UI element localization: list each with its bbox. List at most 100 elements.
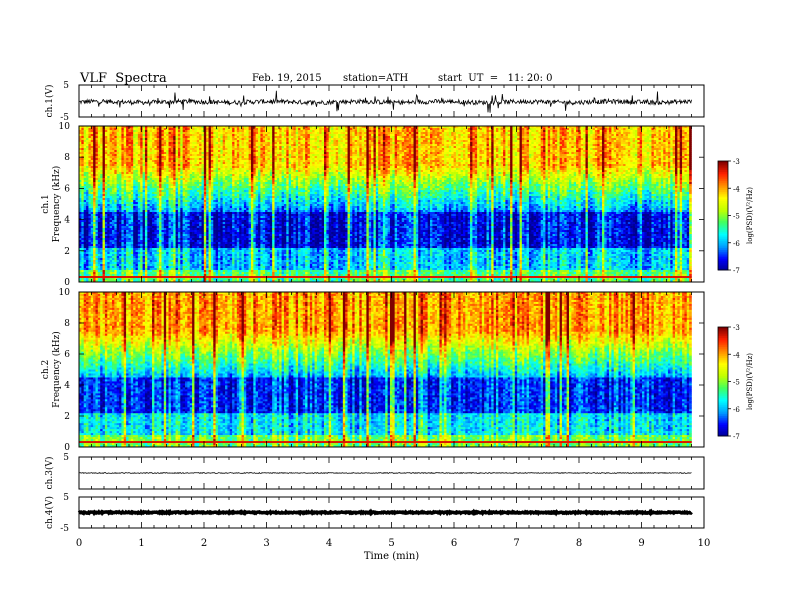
psd-cell (163, 218, 167, 221)
psd-cell (109, 246, 113, 249)
psd-cell (83, 184, 87, 187)
psd-cell (175, 214, 179, 217)
psd-cell (88, 178, 92, 181)
psd-cell (83, 208, 87, 211)
psd-cell (114, 154, 117, 157)
psd-cell (97, 128, 101, 131)
psd-cell (168, 256, 172, 259)
psd-cell (185, 158, 188, 161)
psd-cell (140, 182, 143, 185)
psd-cell (142, 228, 146, 231)
psd-cell (213, 196, 216, 199)
psd-cell (149, 272, 153, 275)
psd-cell (217, 146, 221, 149)
psd-cell (163, 274, 167, 277)
psd-cell (217, 158, 221, 161)
psd-cell (104, 164, 108, 167)
psd-cell (86, 178, 89, 181)
psd-cell (114, 172, 117, 175)
psd-cell (154, 144, 158, 147)
psd-cell (156, 126, 160, 129)
psd-cell (203, 236, 207, 239)
psd-cell (149, 232, 153, 235)
psd-cell (203, 182, 207, 185)
psd-cell (116, 170, 120, 173)
psd-cell (220, 138, 224, 141)
psd-cell (109, 238, 113, 241)
psd-cell (79, 130, 82, 133)
psd-cell (194, 244, 198, 247)
psd-cell (119, 220, 122, 223)
psd-cell (130, 172, 134, 175)
psd-cell (93, 126, 96, 129)
psd-cell (79, 228, 82, 231)
psd-cell (161, 238, 165, 241)
psd-cell (86, 216, 89, 219)
psd-cell (180, 248, 183, 251)
psd-cell (203, 210, 207, 213)
psd-cell (81, 222, 85, 225)
psd-cell (144, 260, 148, 263)
psd-cell (192, 174, 195, 177)
psd-cell (142, 142, 146, 145)
psd-cell (185, 128, 188, 131)
psd-cell (109, 140, 113, 143)
psd-cell (201, 176, 205, 179)
psd-cell (114, 178, 117, 181)
psd-cell (220, 160, 224, 163)
psd-cell (95, 244, 99, 247)
psd-cell (163, 136, 167, 139)
psd-cell (149, 280, 153, 283)
psd-cell (196, 230, 200, 233)
psd-cell (135, 192, 139, 195)
psd-cell (147, 150, 150, 153)
psd-cell (137, 226, 141, 229)
psd-cell (166, 192, 169, 195)
psd-cell (161, 280, 165, 283)
psd-cell (102, 258, 106, 261)
psd-cell (161, 166, 165, 169)
psd-cell (208, 170, 212, 173)
psd-cell (156, 150, 160, 153)
psd-cell (100, 240, 103, 243)
psd-cell (102, 130, 106, 133)
psd-cell (119, 152, 122, 155)
psd-cell (114, 268, 117, 271)
psd-cell (111, 154, 115, 157)
psd-cell (196, 268, 200, 271)
psd-cell (225, 156, 228, 159)
psd-cell (154, 160, 158, 163)
psd-cell (86, 186, 89, 189)
psd-cell (220, 240, 224, 243)
psd-cell (90, 180, 94, 183)
psd-cell (142, 230, 146, 233)
psd-cell (152, 224, 155, 227)
psd-cell (126, 130, 129, 133)
psd-cell (208, 252, 212, 255)
psd-cell (97, 266, 101, 269)
psd-cell (185, 278, 188, 281)
psd-cell (90, 238, 94, 241)
psd-cell (175, 256, 179, 259)
psd-cell (93, 162, 96, 165)
psd-cell (163, 278, 167, 281)
psd-cell (194, 224, 198, 227)
psd-cell (206, 234, 209, 237)
psd-cell (196, 200, 200, 203)
psd-cell (147, 196, 150, 199)
psd-cell (102, 202, 106, 205)
psd-cell (182, 212, 186, 215)
psd-cell (126, 272, 129, 275)
psd-cell (100, 264, 103, 267)
psd-cell (170, 204, 174, 207)
psd-cell (149, 144, 153, 147)
psd-cell (119, 272, 122, 275)
psd-cell (111, 254, 115, 257)
psd-cell (130, 218, 134, 221)
psd-cell (140, 222, 143, 225)
psd-cell (149, 186, 153, 189)
psd-cell (102, 158, 106, 161)
psd-cell (135, 200, 139, 203)
psd-cell (196, 262, 200, 265)
psd-cell (102, 260, 106, 263)
